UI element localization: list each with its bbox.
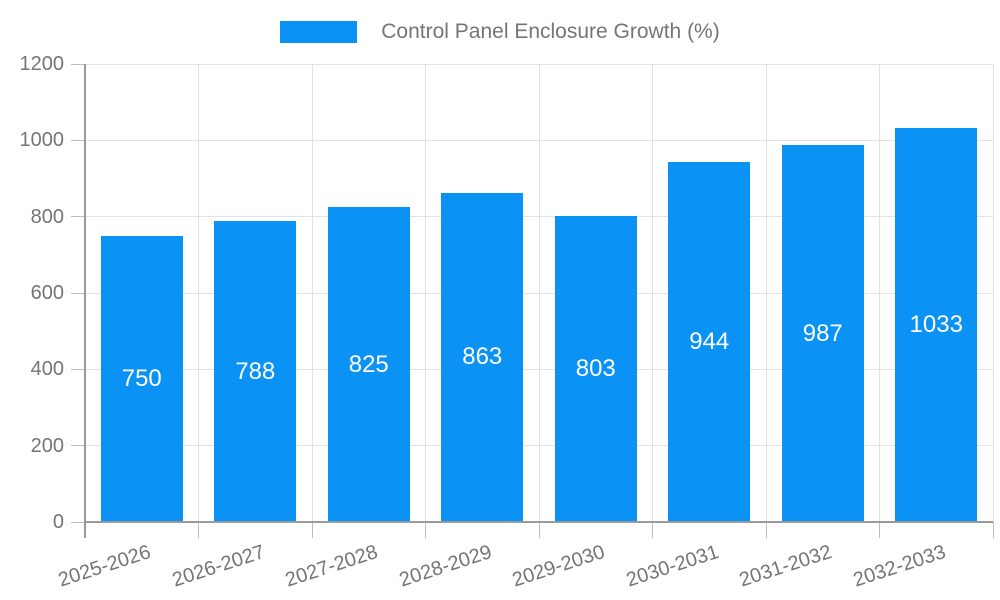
x-axis-tick	[425, 522, 426, 538]
bar[interactable]: 750	[100, 235, 183, 522]
x-tick-label: 2026-2027	[169, 541, 268, 592]
y-axis-line	[84, 64, 86, 538]
legend-label: Control Panel Enclosure Growth (%)	[381, 20, 720, 43]
x-tick-label: 2029-2030	[509, 541, 608, 592]
y-axis-tick	[71, 368, 85, 370]
y-axis-tick	[71, 521, 85, 523]
bar-value-label: 987	[802, 319, 843, 347]
y-tick-label: 600	[30, 282, 64, 304]
bar[interactable]: 944	[668, 161, 751, 522]
gridline-vertical	[425, 64, 426, 522]
x-axis-tick	[538, 522, 540, 538]
y-tick-label: 400	[30, 358, 64, 381]
x-tick-label: 2028-2029	[396, 541, 495, 592]
bar-value-label: 803	[575, 354, 616, 382]
y-axis-tick	[71, 292, 85, 294]
y-axis-tick	[71, 139, 85, 141]
x-axis-tick	[992, 522, 994, 538]
bar[interactable]: 803	[554, 215, 637, 522]
y-tick-label: 800	[30, 205, 64, 228]
x-axis-line	[85, 521, 993, 523]
x-axis-tick	[879, 522, 880, 538]
bar-value-label: 788	[235, 357, 276, 385]
y-axis-tick	[71, 445, 85, 447]
bar-value-label: 750	[121, 364, 162, 392]
gridline-vertical	[879, 64, 880, 522]
x-tick-label: 2030-2031	[623, 541, 722, 592]
x-tick-label: 2025-2026	[55, 541, 154, 592]
x-tick-label: 2031-2032	[736, 541, 835, 592]
legend[interactable]: Control Panel Enclosure Growth (%)	[0, 20, 1000, 44]
gridline-vertical	[992, 64, 994, 522]
gridline-vertical	[652, 64, 653, 522]
gridline-vertical	[538, 64, 540, 522]
bar[interactable]: 863	[441, 192, 524, 522]
gridline-vertical	[765, 64, 767, 522]
x-axis-tick	[198, 522, 199, 538]
y-axis-tick	[71, 216, 85, 218]
x-tick-label: 2027-2028	[282, 541, 381, 592]
y-tick-label: 0	[52, 511, 64, 533]
bar-value-label: 825	[348, 350, 389, 378]
bar[interactable]: 987	[781, 145, 864, 522]
y-tick-label: 1000	[19, 129, 65, 152]
gridline-vertical	[311, 64, 313, 522]
x-axis-tick	[311, 522, 313, 538]
bar[interactable]: 788	[214, 221, 297, 522]
x-axis-tick	[765, 522, 767, 538]
bar[interactable]: 825	[327, 207, 410, 522]
bar-value-label: 944	[689, 327, 730, 355]
y-tick-label: 1200	[19, 53, 65, 75]
y-tick-label: 200	[30, 434, 64, 457]
bar-value-label: 1033	[909, 310, 963, 338]
y-axis-tick	[71, 63, 85, 65]
bar[interactable]: 1033	[895, 127, 978, 522]
legend-swatch	[280, 21, 358, 43]
bar-value-label: 863	[462, 343, 503, 371]
gridline-vertical	[198, 64, 199, 522]
x-axis-tick	[652, 522, 653, 538]
x-tick-label: 2032-2033	[850, 541, 949, 592]
